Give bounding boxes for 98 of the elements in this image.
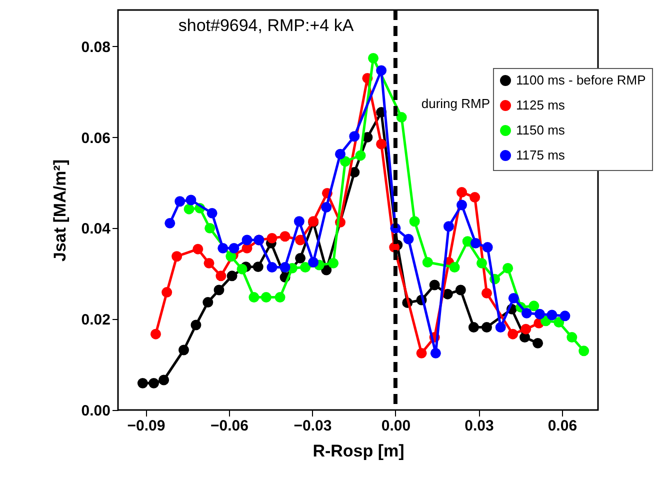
legend-label: 1100 ms - before RMP [516, 72, 646, 88]
point [216, 270, 226, 282]
point [455, 284, 466, 296]
point [409, 216, 420, 227]
point [578, 346, 590, 356]
point [218, 242, 228, 254]
point [178, 344, 189, 356]
point [184, 204, 194, 214]
point [236, 264, 248, 274]
annotation: during RMP [421, 96, 490, 111]
point [266, 232, 278, 244]
point [481, 322, 492, 333]
point [280, 262, 290, 273]
point [328, 258, 339, 268]
point [137, 378, 148, 388]
point [349, 131, 360, 142]
point [528, 300, 540, 312]
point [502, 262, 514, 274]
point [206, 208, 218, 218]
point [355, 150, 366, 161]
x-tick-label: −0.09 [127, 418, 166, 434]
y-tick-label: 0.02 [81, 312, 110, 329]
y-tick-label: 0.00 [81, 402, 110, 420]
point [481, 288, 492, 298]
point [476, 258, 487, 268]
x-tick-label: 0.06 [548, 418, 578, 434]
x-tick-label: −0.06 [210, 418, 248, 434]
y-tick-label: 0.04 [81, 220, 112, 238]
point [396, 112, 407, 123]
point [430, 348, 441, 358]
point [248, 292, 260, 303]
point [340, 156, 350, 167]
point [226, 270, 238, 282]
point [158, 374, 170, 386]
point [190, 320, 202, 330]
x-tick-label: −0.03 [294, 418, 332, 434]
point [164, 218, 176, 228]
point [456, 187, 468, 198]
point [204, 222, 216, 234]
point [376, 138, 387, 150]
point [294, 216, 304, 227]
x-tick-label: 0.00 [381, 418, 411, 434]
point [202, 297, 214, 308]
point [295, 234, 306, 246]
legend-label: 1150 ms [516, 122, 566, 138]
point [274, 292, 286, 303]
x-axis-title: R-Rosp [m] [312, 442, 404, 460]
point [266, 262, 278, 273]
point [295, 252, 306, 264]
legend-label: 1175 ms [516, 148, 566, 162]
point [508, 328, 518, 340]
point [456, 200, 468, 210]
x-tick-label: 0.03 [464, 418, 494, 434]
y-axis-title: Jsat [MA/m²] [50, 159, 70, 262]
point [422, 257, 433, 268]
point [554, 317, 564, 328]
point [376, 65, 387, 76]
point [416, 348, 427, 358]
y-tick-label: 0.08 [81, 38, 110, 56]
point [470, 238, 481, 248]
point [546, 310, 558, 320]
point [560, 310, 570, 322]
point [228, 242, 240, 254]
point [508, 292, 519, 304]
point [214, 284, 224, 296]
point [566, 332, 578, 343]
point [429, 280, 440, 290]
point [300, 262, 311, 273]
point [150, 328, 161, 340]
point [335, 148, 346, 160]
point [532, 338, 544, 348]
point [192, 244, 204, 254]
point [449, 262, 460, 273]
point [403, 234, 414, 244]
point [521, 308, 532, 318]
annotation: shot#9694, RMP:+4 kA [178, 16, 354, 35]
point [470, 192, 480, 203]
point [204, 258, 214, 268]
legend-label: 1125 ms [516, 98, 566, 112]
point [495, 322, 506, 333]
point [172, 251, 182, 262]
point [534, 308, 545, 320]
point [368, 52, 379, 64]
point [242, 234, 252, 246]
point [162, 287, 172, 298]
point [280, 231, 290, 242]
point [468, 322, 479, 333]
point [252, 262, 264, 272]
point [482, 242, 493, 253]
point [520, 324, 532, 334]
y-tick-label: 0.06 [81, 130, 110, 147]
point [174, 196, 186, 207]
point [148, 378, 160, 388]
point [308, 257, 319, 268]
point [443, 221, 454, 232]
point [186, 194, 196, 206]
point [321, 202, 332, 213]
point [260, 292, 272, 303]
